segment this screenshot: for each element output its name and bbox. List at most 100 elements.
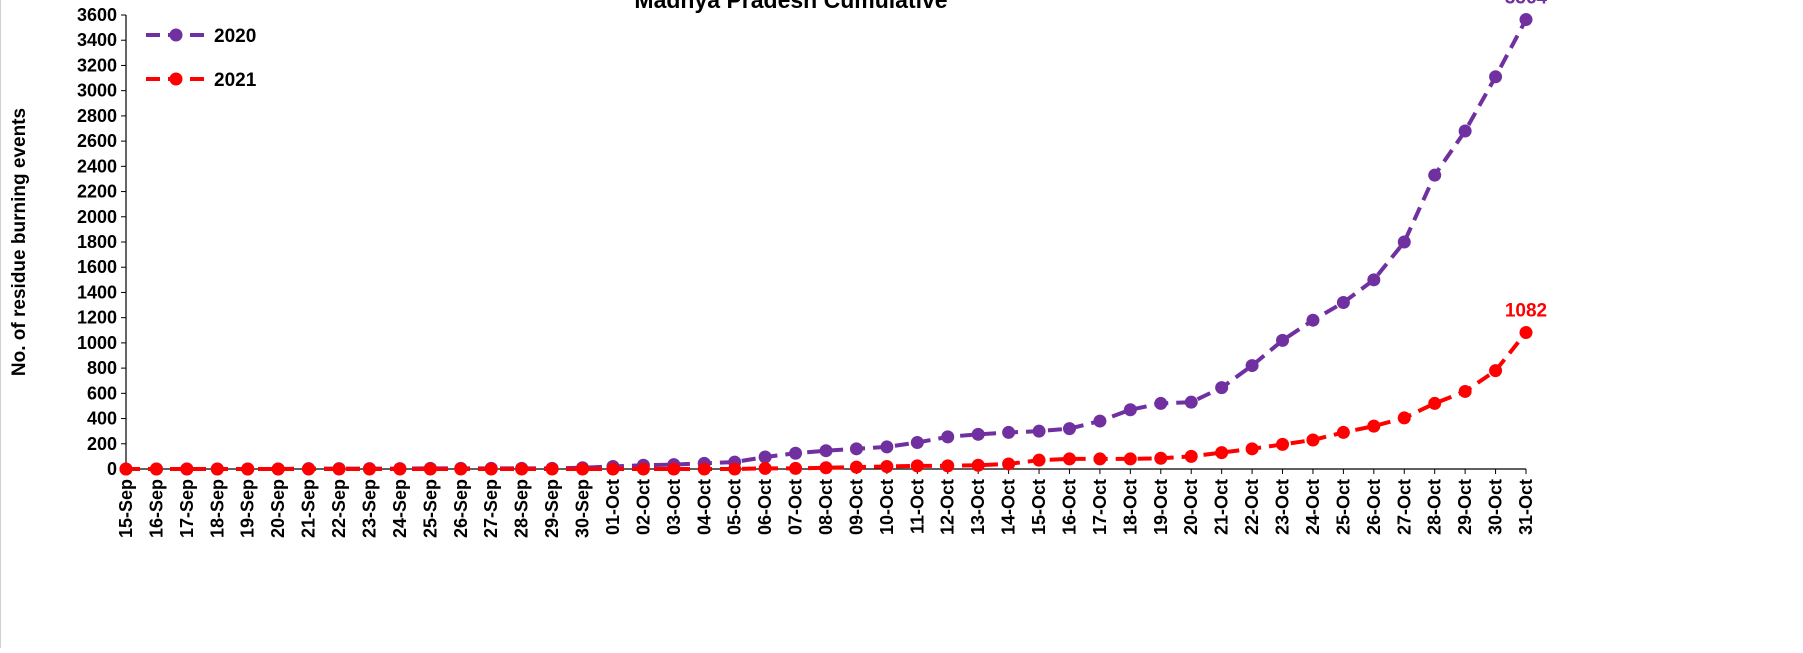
y-tick-label: 3200 — [77, 55, 117, 75]
x-tick-label: 28-Oct — [1425, 479, 1445, 535]
y-tick-label: 2600 — [77, 131, 117, 151]
y-tick-label: 3400 — [77, 30, 117, 50]
x-tick-label: 06-Oct — [755, 479, 775, 535]
y-tick-label: 2400 — [77, 156, 117, 176]
data-point-2021 — [454, 462, 468, 476]
data-point-2021 — [484, 462, 498, 476]
data-point-2020 — [1519, 13, 1533, 27]
x-tick-label: 29-Oct — [1455, 479, 1475, 535]
data-point-2020 — [819, 444, 833, 458]
x-tick-label: 28-Sep — [512, 479, 532, 538]
data-point-2021 — [119, 462, 133, 476]
y-axis-label: No. of residue burning events — [9, 108, 30, 376]
y-tick-label: 2200 — [77, 182, 117, 202]
data-point-2020 — [971, 427, 985, 441]
y-tick-label: 0 — [107, 459, 117, 479]
y-axis: 0 200 400 600 800 1000 1200 1400 1600 1800 2000 220… — [77, 5, 127, 479]
data-point-2021 — [332, 462, 346, 476]
series-line-2020 — [126, 18, 1528, 471]
data-point-2020 — [1245, 359, 1259, 373]
data-point-2021 — [423, 462, 437, 476]
data-point-2021 — [1215, 446, 1229, 460]
data-point-2020 — [1215, 381, 1229, 395]
data-point-2020 — [880, 440, 894, 454]
data-point-2020 — [789, 446, 803, 460]
x-tick-label: 25-Sep — [420, 479, 440, 538]
y-tick-label: 2800 — [77, 106, 117, 126]
x-axis: 15-Sep 16-Sep 17-Sep 18-Sep 19-Sep 20-Sep 21-S… — [116, 468, 1536, 538]
data-point-2021 — [819, 461, 833, 475]
x-tick-label: 21-Sep — [299, 479, 319, 538]
data-point-2021 — [545, 462, 559, 476]
x-tick-label: 17-Oct — [1090, 479, 1110, 535]
data-point-2020 — [1276, 333, 1290, 347]
y-tick-label: 1000 — [77, 333, 117, 353]
data-point-2020 — [1123, 403, 1137, 417]
x-tick-label: 15-Oct — [1029, 479, 1049, 535]
x-tick-label: 25-Oct — [1333, 479, 1353, 535]
data-point-2021 — [1062, 452, 1076, 466]
data-point-2021 — [1276, 437, 1290, 451]
y-tick-label: 2000 — [77, 207, 117, 227]
data-point-2021 — [1519, 326, 1533, 340]
y-tick-label: 1800 — [77, 232, 117, 252]
x-tick-label: 16-Sep — [146, 479, 166, 538]
data-point-2021 — [1032, 453, 1046, 467]
plot-area: 3564 1082 — [119, 0, 1548, 476]
data-point-2020 — [1184, 395, 1198, 409]
y-tick-label: 1200 — [77, 308, 117, 328]
x-tick-label: 19-Sep — [238, 479, 258, 538]
data-point-2021 — [1428, 396, 1442, 410]
data-point-2021 — [1002, 457, 1016, 471]
x-tick-label: 27-Oct — [1394, 479, 1414, 535]
x-tick-label: 10-Oct — [877, 479, 897, 535]
data-point-2021 — [1458, 384, 1472, 398]
data-point-2020 — [849, 442, 863, 456]
x-tick-label: 30-Sep — [573, 479, 593, 538]
data-point-2021 — [606, 462, 620, 476]
x-tick-label: 21-Oct — [1212, 479, 1232, 535]
data-point-2020 — [910, 436, 924, 450]
data-point-2020 — [1397, 235, 1411, 249]
data-point-2021 — [1184, 449, 1198, 463]
data-point-2021 — [880, 459, 894, 473]
data-point-2021 — [667, 462, 681, 476]
x-tick-label: 09-Oct — [846, 479, 866, 535]
data-point-2020 — [1002, 425, 1016, 439]
legend-marker — [169, 72, 183, 86]
data-point-2021 — [149, 462, 163, 476]
data-point-2020 — [1306, 313, 1320, 327]
y-tick-label: 600 — [87, 383, 117, 403]
x-tick-label: 24-Sep — [390, 479, 410, 538]
y-tick-label: 200 — [87, 434, 117, 454]
y-tick-label: 1400 — [77, 282, 117, 302]
x-tick-label: 20-Oct — [1181, 479, 1201, 535]
x-tick-label: 11-Oct — [907, 479, 927, 534]
data-point-2021 — [728, 462, 742, 476]
x-tick-label: 26-Oct — [1364, 479, 1384, 535]
x-tick-label: 30-Oct — [1486, 479, 1506, 535]
data-point-2020 — [1458, 124, 1472, 138]
x-tick-label: 20-Sep — [268, 479, 288, 538]
legend: 2020 2021 — [146, 26, 257, 91]
x-tick-label: 31-Oct — [1516, 479, 1536, 535]
x-tick-label: 26-Sep — [451, 479, 471, 538]
data-point-2020 — [1489, 70, 1503, 84]
x-tick-label: 18-Sep — [207, 479, 227, 538]
x-tick-label: 01-Oct — [603, 479, 623, 535]
data-point-2021 — [1154, 451, 1168, 465]
data-point-2021 — [241, 462, 255, 476]
series-line-2021 — [126, 331, 1528, 471]
data-point-2021 — [941, 459, 955, 473]
data-point-2020 — [1367, 273, 1381, 287]
data-point-2020 — [1154, 396, 1168, 410]
data-point-2021 — [849, 460, 863, 474]
x-tick-label: 12-Oct — [938, 479, 958, 535]
data-point-2021 — [910, 459, 924, 473]
x-tick-label: 03-Oct — [664, 479, 684, 535]
data-point-2021 — [758, 461, 772, 475]
x-tick-label: 24-Oct — [1303, 479, 1323, 535]
x-tick-label: 02-Oct — [633, 479, 653, 535]
x-tick-label: 04-Oct — [694, 479, 714, 535]
